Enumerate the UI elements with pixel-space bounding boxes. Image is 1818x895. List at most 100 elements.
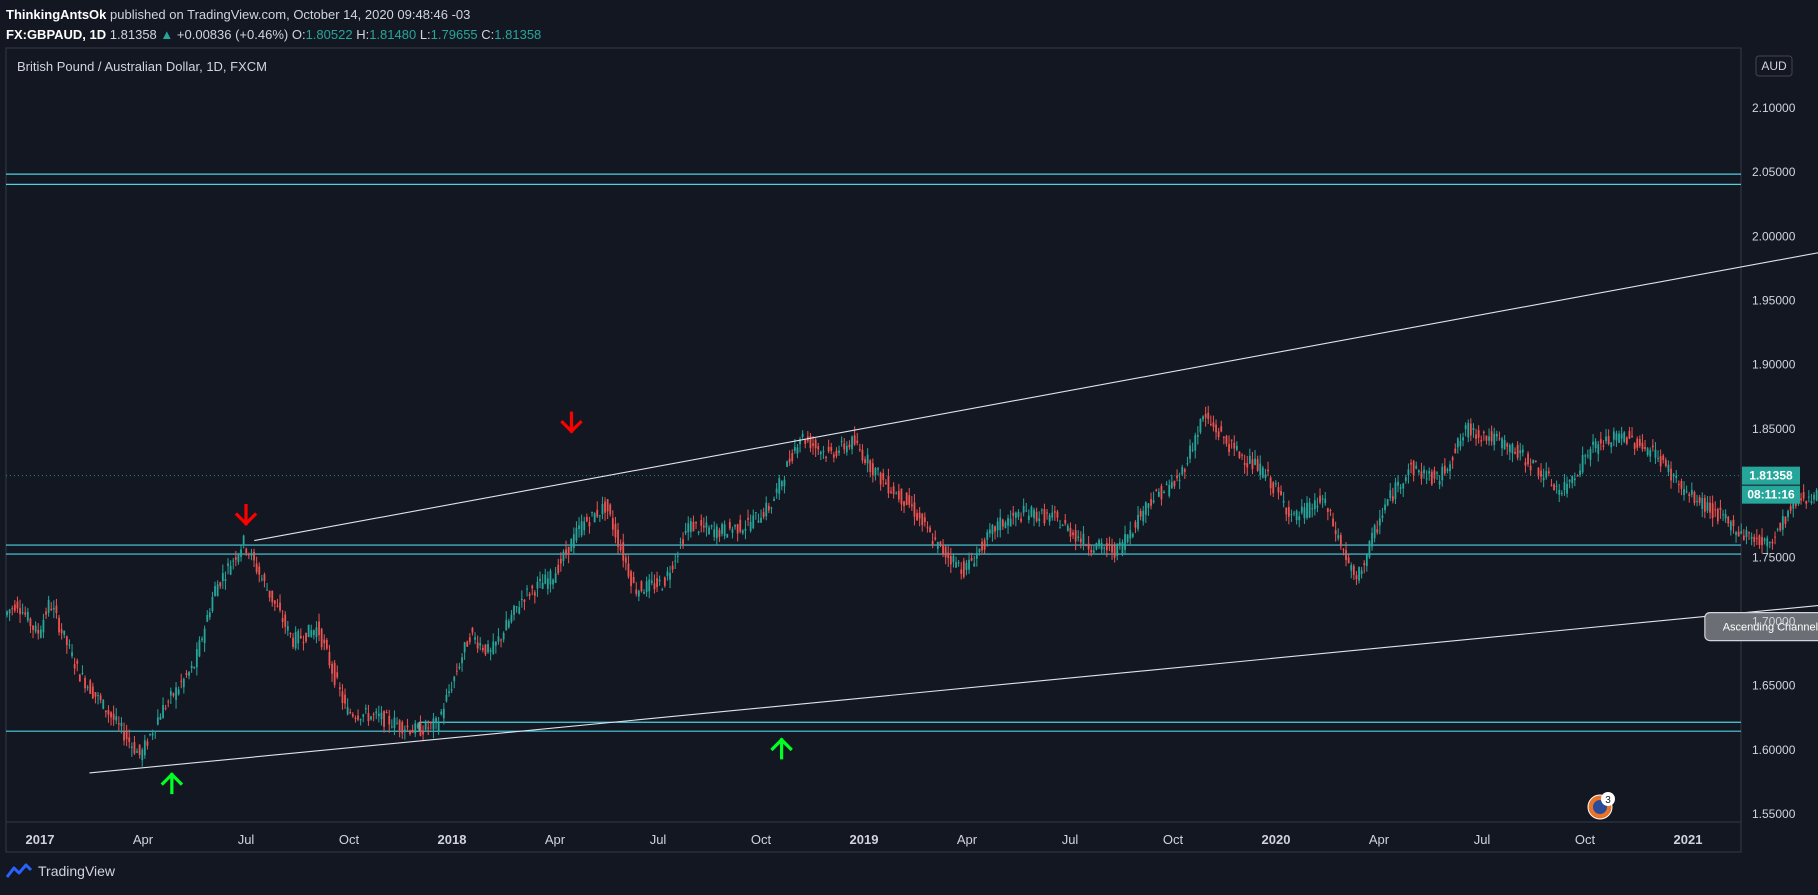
channel-upper-line[interactable] (254, 148, 1818, 542)
candle-body (614, 523, 617, 538)
callout-ascending-channel[interactable]: Ascending Channel (1704, 611, 1818, 642)
candle-body (1251, 459, 1254, 470)
candle-body (320, 629, 323, 648)
channel-lower-line[interactable] (89, 478, 1818, 774)
candle-body (1441, 466, 1444, 481)
candle-body (1618, 433, 1620, 443)
currency-badge[interactable]: AUD (1755, 55, 1793, 77)
candle-body (1537, 467, 1540, 477)
candle-body (1701, 498, 1704, 510)
candle-body (1714, 509, 1717, 511)
candle-body (1813, 494, 1815, 500)
candle-body (692, 521, 695, 532)
candle-body (572, 534, 575, 549)
candle-body (55, 605, 58, 614)
candle-body (1048, 515, 1051, 522)
candle-body (58, 617, 60, 633)
candle-body (1506, 443, 1509, 447)
candle-body (281, 618, 284, 623)
candle-body (396, 723, 398, 725)
candle-body (1220, 426, 1223, 432)
candle-body (1324, 498, 1327, 504)
open-value: 1.80522 (305, 27, 353, 42)
candle-body (533, 592, 536, 596)
candle-body (1768, 541, 1771, 544)
candle-body (975, 552, 978, 559)
candle-body (1732, 519, 1735, 527)
candle-body (1519, 450, 1522, 454)
candle-body (864, 459, 866, 464)
candle-body (591, 512, 593, 514)
candle-body (138, 744, 141, 755)
candle-body (1337, 535, 1340, 539)
candle-body (409, 730, 411, 735)
candle-body (1446, 469, 1449, 471)
candle-body (1779, 523, 1782, 531)
candle-body (783, 479, 786, 487)
candle-body (1074, 530, 1077, 542)
candle-body (237, 553, 240, 562)
candle-body (1100, 542, 1103, 550)
candle-body (856, 440, 859, 443)
candle-body (1313, 500, 1316, 510)
candle-body (1449, 464, 1451, 472)
candle-body (224, 579, 227, 581)
candle-body (1152, 500, 1155, 503)
candle-body (949, 556, 952, 565)
candle-body (580, 521, 583, 536)
candle-body (1139, 510, 1142, 517)
candle-body (1147, 503, 1150, 508)
candle-body (1464, 425, 1467, 430)
candle-body (1740, 530, 1743, 534)
candle-body (1043, 509, 1046, 524)
arrow-up-icon[interactable] (160, 772, 184, 795)
candle-body (1082, 533, 1085, 546)
candle-body (994, 526, 996, 532)
author-name[interactable]: ThinkingAntsOk (6, 7, 107, 22)
candle-body (1243, 462, 1246, 465)
candle-body (895, 493, 898, 495)
candle-body (1020, 518, 1022, 522)
candle-body (1137, 514, 1139, 529)
candle-body (494, 641, 497, 646)
y-tick-label: 1.70000 (1752, 614, 1796, 628)
candle-body (1087, 543, 1090, 550)
events-count: 3 (1605, 795, 1611, 806)
candle-body (851, 436, 853, 450)
candle-body (848, 444, 851, 448)
x-tick-label: Jul (650, 832, 667, 847)
candle-body (258, 566, 261, 575)
candle-body (1745, 530, 1748, 537)
candle-body (375, 711, 378, 714)
candle-body (268, 590, 271, 598)
candle-body (1771, 541, 1774, 544)
events-badge[interactable]: 3 (1587, 792, 1615, 820)
candle-body (401, 722, 404, 734)
candle-body (643, 592, 645, 594)
candle-body (1217, 431, 1220, 438)
candle-body (1072, 532, 1074, 536)
candle-body (1254, 458, 1256, 465)
arrow-up-icon[interactable] (770, 737, 793, 760)
candle-body (1235, 445, 1238, 450)
footer-brand[interactable]: TradingView (6, 863, 115, 879)
candle-body (195, 649, 198, 668)
publish-info: published on TradingView.com, October 14… (106, 7, 471, 22)
candle-body (835, 450, 838, 457)
candle-body (60, 629, 63, 633)
candle-body (632, 577, 635, 583)
x-tick-label: 2019 (850, 832, 879, 847)
candle-body (760, 517, 762, 523)
y-tick-label: 1.60000 (1752, 743, 1796, 757)
candle-body (1001, 519, 1004, 527)
candle-body (879, 472, 882, 485)
symbol-label[interactable]: FX:GBPAUD, 1D (6, 27, 107, 42)
candle-body (604, 501, 606, 513)
arrow-down-icon[interactable] (234, 504, 258, 526)
arrow-down-icon[interactable] (560, 411, 583, 434)
candle-body (549, 570, 552, 585)
candle-body (1046, 512, 1048, 514)
candle-body (91, 686, 94, 699)
candle-body (1059, 527, 1061, 529)
